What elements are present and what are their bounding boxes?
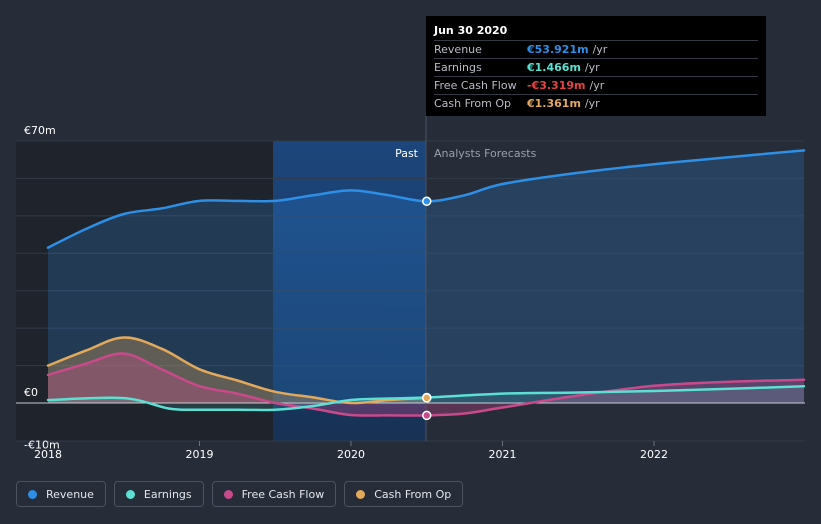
earnings-line [46, 384, 806, 412]
legend-label: Free Cash Flow [241, 487, 325, 501]
legend-item-free-cash-flow[interactable]: Free Cash Flow [211, 481, 337, 507]
tooltip-row-earnings: Earnings €1.466m /yr [434, 58, 758, 76]
x-tick-label: 2021 [489, 448, 517, 461]
y-tick-label: €70m [24, 124, 56, 137]
series-lines [46, 149, 806, 417]
tooltip-row-cash-from-op: Cash From Op €1.361m /yr [434, 94, 758, 112]
x-tick-label: 2022 [640, 448, 668, 461]
revenue-marker [422, 196, 432, 207]
legend-dot-icon [28, 489, 37, 499]
x-tick-label: 2019 [186, 448, 214, 461]
x-tick-label: 2020 [337, 448, 365, 461]
legend-item-earnings[interactable]: Earnings [113, 481, 204, 507]
y-tick-label: -€10m [24, 438, 60, 451]
tooltip-row-revenue: Revenue €53.921m /yr [434, 40, 758, 58]
cash-from-op-line [46, 336, 429, 405]
tooltip-label: Revenue [434, 43, 482, 56]
legend-item-cash-from-op[interactable]: Cash From Op [344, 481, 464, 507]
tooltip-date: Jun 30 2020 [434, 24, 508, 37]
y-axis-labels: €70m €0 -€10m [24, 124, 60, 451]
tooltip-label: Earnings [434, 61, 482, 74]
legend-label: Revenue [46, 487, 94, 501]
x-tick-label: 2018 [34, 448, 62, 461]
free-cash-flow-marker [422, 410, 432, 421]
revenue-line [46, 149, 806, 249]
tooltip-value: -€3.319m [527, 79, 586, 92]
tooltip-value: €53.921m [527, 43, 589, 56]
free-cash-flow-line [46, 352, 806, 417]
legend-label: Earnings [143, 487, 192, 501]
tooltip-label: Cash From Op [434, 97, 512, 110]
x-axis-labels: 2018 2019 2020 2021 2022 [34, 441, 668, 461]
gridlines [16, 140, 805, 442]
tooltip: Jun 30 2020 Revenue €53.921m /yr Earning… [426, 16, 766, 116]
legend-dot-icon [125, 489, 135, 499]
tooltip-unit: /yr [584, 97, 600, 110]
tooltip-unit: /yr [589, 79, 605, 92]
tooltip-value: €1.361m [527, 97, 581, 110]
tooltip-unit: /yr [584, 61, 600, 74]
y-tick-label: €0 [24, 386, 38, 399]
legend-dot-icon [356, 489, 366, 499]
tooltip-unit: /yr [592, 43, 608, 56]
forecast-label: Analysts Forecasts [434, 147, 537, 160]
past-label: Past [395, 147, 419, 160]
cash-from-op-area [48, 337, 427, 404]
legend-item-revenue[interactable]: Revenue [16, 481, 106, 507]
tooltip-row-free-cash-flow: Free Cash Flow -€3.319m /yr [434, 76, 758, 94]
tooltip-label: Free Cash Flow [434, 79, 517, 92]
legend-label: Cash From Op [374, 487, 452, 501]
free-cash-flow-area [48, 353, 804, 416]
cash-from-op-marker [422, 393, 432, 403]
legend: Revenue Earnings Free Cash Flow Cash Fro… [16, 481, 464, 507]
hover-markers [422, 196, 432, 421]
legend-dot-icon [223, 489, 233, 499]
tooltip-value: €1.466m [527, 61, 581, 74]
